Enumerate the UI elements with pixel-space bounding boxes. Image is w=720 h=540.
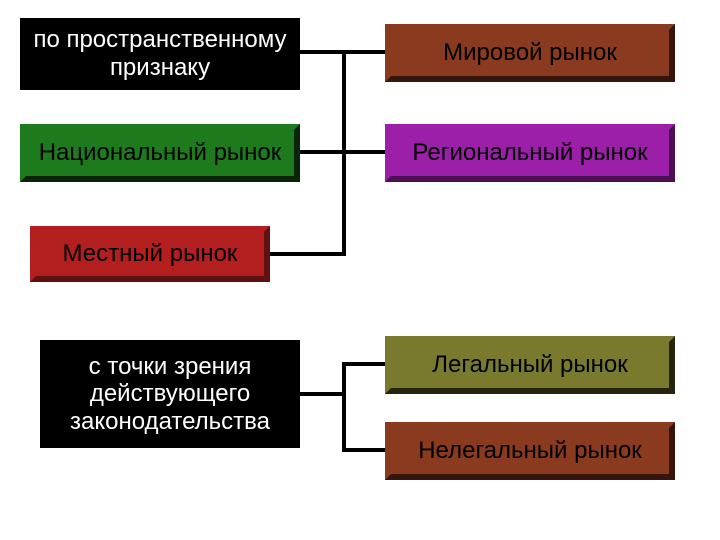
world-market: Мировой рынок — [385, 24, 675, 82]
regional-market: Региональный рынок — [385, 124, 675, 182]
label: Местный рынок — [63, 240, 238, 268]
label: Национальный рынок — [39, 139, 282, 167]
label: Нелегальный рынок — [418, 437, 642, 465]
connector — [270, 252, 346, 256]
label: Легальный рынок — [432, 351, 627, 379]
national-market: Национальный рынок — [20, 124, 300, 182]
legal-heading: с точки зрения действующего законодатель… — [40, 340, 300, 448]
connector — [300, 392, 343, 396]
label: с точки зрения действующего законодатель… — [70, 353, 270, 436]
connector — [342, 362, 385, 366]
label: Мировой рынок — [443, 39, 617, 67]
local-market: Местный рынок — [30, 226, 270, 282]
legal-market: Легальный рынок — [385, 336, 675, 394]
diagram-stage: по пространственному признаку Мировой ры… — [0, 0, 720, 540]
connector — [342, 150, 385, 154]
connector — [342, 448, 385, 452]
label: Региональный рынок — [412, 139, 647, 167]
illegal-market: Нелегальный рынок — [385, 422, 675, 480]
connector — [300, 150, 346, 154]
connector — [342, 362, 346, 452]
spatial-heading: по пространственному признаку — [20, 18, 300, 90]
label: по пространственному признаку — [33, 26, 286, 81]
